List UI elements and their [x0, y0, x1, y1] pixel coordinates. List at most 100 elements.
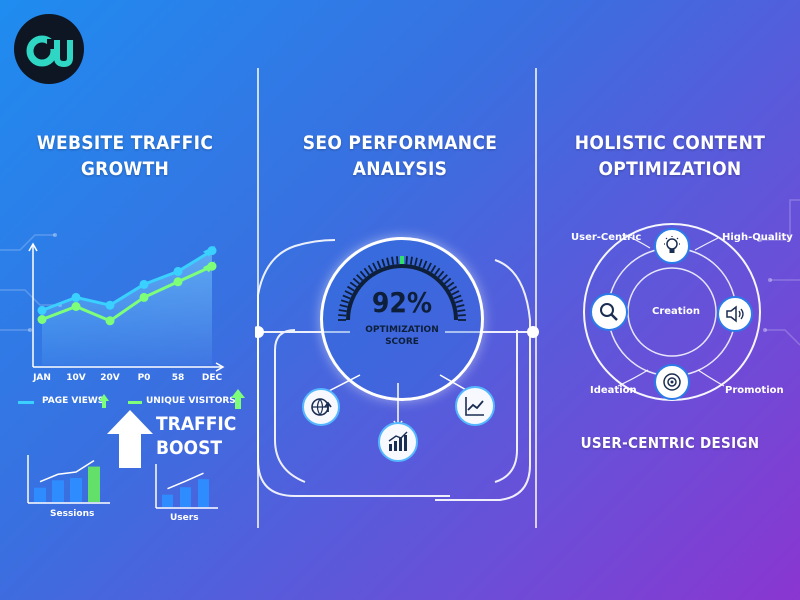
gauge-tick: [440, 274, 448, 282]
logo-mark-icon: [26, 35, 73, 68]
gauge-tick: [356, 274, 364, 282]
data-point: [105, 300, 115, 310]
wheel-label-promotion: Promotion: [725, 385, 784, 396]
bar-chart-button[interactable]: [378, 422, 418, 462]
bar: [52, 480, 64, 502]
gauge-tick: [338, 314, 347, 317]
x-tick-label: P0: [137, 373, 151, 383]
line-chart-button[interactable]: [455, 386, 495, 426]
gauge-tick: [451, 290, 460, 296]
gauge-tick: [338, 309, 347, 313]
gauge-label: OPTIMIZATION SCORE: [365, 325, 439, 347]
arrow-up-icon: [99, 394, 109, 408]
optimization-gauge: 92% OPTIMIZATION SCORE: [320, 237, 484, 401]
series-line-unique-visitors: [41, 264, 213, 323]
lightbulb-icon: [664, 236, 680, 253]
gauge-tick: [342, 294, 351, 300]
gauge-tick: [418, 258, 423, 268]
x-tick-label: 20V: [100, 373, 120, 383]
gauge-tick: [454, 299, 464, 304]
bar: [180, 487, 191, 507]
traffic-line-chart: [28, 242, 225, 372]
wheel-label-creation: Creation: [652, 306, 700, 317]
x-tick-label: 10V: [66, 373, 86, 383]
gauge-tick: [372, 262, 378, 271]
users-label: Users: [170, 513, 199, 523]
data-point: [71, 302, 81, 311]
speaker-icon: [726, 305, 744, 323]
gauge-tick: [434, 267, 441, 276]
user-centric-design-label: USER-CENTRIC DESIGN: [580, 434, 760, 452]
gauge-tick: [376, 260, 382, 269]
seo-title: SEO PERFORMANCE ANALYSIS: [302, 132, 498, 180]
column-divider-right: [535, 68, 537, 528]
bar-chart-icon: [388, 431, 408, 451]
gauge-tick: [457, 314, 466, 317]
target-button[interactable]: [654, 364, 690, 400]
target-icon: [663, 373, 681, 391]
wheel-label-ideation: Ideation: [590, 385, 637, 396]
gauge-tick: [430, 264, 437, 273]
gauge-tick: [352, 277, 361, 285]
speaker-button[interactable]: [717, 296, 753, 332]
data-point: [37, 315, 47, 324]
gauge-tick: [437, 270, 445, 279]
wheel-label-high-quality: High-Quality: [722, 232, 793, 243]
data-point: [105, 316, 115, 326]
data-point: [71, 292, 81, 302]
gauge-tick: [443, 277, 452, 285]
traffic-boost-arrow-icon: [107, 410, 153, 468]
bar: [70, 478, 82, 502]
legend-swatch-page-views: [18, 401, 34, 404]
gauge-tick: [457, 309, 466, 313]
data-point: [37, 305, 47, 315]
gauge-value: 92%: [371, 286, 433, 319]
globe-upload-button[interactable]: [302, 388, 340, 426]
users-bar-chart: [155, 464, 218, 509]
data-point: [139, 279, 149, 289]
data-point: [173, 266, 183, 276]
x-tick-label: 58: [171, 373, 185, 383]
seo-connector-lines: [255, 239, 539, 501]
gauge-tick: [446, 281, 455, 288]
gauge-tick: [405, 256, 408, 265]
gauge-dial-icon: [338, 256, 466, 321]
logo[interactable]: [14, 14, 84, 84]
bar: [34, 487, 46, 502]
gauge-tick: [381, 258, 386, 268]
traffic-title: WEBSITE TRAFFIC GROWTH: [36, 132, 214, 180]
x-tick-label: DEC: [201, 373, 223, 383]
gauge-tick: [396, 256, 399, 265]
series-line-page-views: [41, 249, 213, 312]
gauge-tick: [339, 304, 348, 308]
gauge-tick: [426, 262, 432, 271]
bar: [162, 494, 173, 507]
wheel-label-user-centric: User-Centric: [571, 232, 642, 243]
gauge-tick: [422, 260, 428, 269]
gauge-tick: [363, 267, 370, 276]
legend-page-views: PAGE VIEWS: [42, 396, 105, 406]
gauge-tick: [453, 294, 462, 300]
gauge-tick: [346, 285, 355, 292]
gauge-tick: [359, 270, 367, 279]
series-arrowhead: [203, 245, 215, 257]
gauge-tick: [344, 290, 353, 296]
gauge-tick: [456, 304, 465, 308]
legend-unique-visitors: UNIQUE VISITORS: [146, 396, 236, 406]
data-point: [139, 292, 149, 302]
lightbulb-button[interactable]: [654, 228, 690, 264]
search-icon: [600, 303, 618, 321]
gauge-tick: [414, 257, 418, 266]
gauge-tick: [367, 264, 374, 273]
arrow-up-icon: [231, 389, 245, 409]
sessions-label: Sessions: [50, 509, 95, 519]
traffic-boost-label: TRAFFIC BOOST: [156, 413, 237, 459]
trend-line: [167, 472, 204, 490]
bar: [88, 466, 100, 502]
line-chart-icon: [465, 397, 484, 416]
search-button[interactable]: [590, 293, 628, 331]
bar: [198, 479, 209, 507]
globe-upload-icon: [311, 398, 332, 416]
x-tick-labels: JAN 10V 20V P0 58 DEC: [0, 373, 240, 387]
